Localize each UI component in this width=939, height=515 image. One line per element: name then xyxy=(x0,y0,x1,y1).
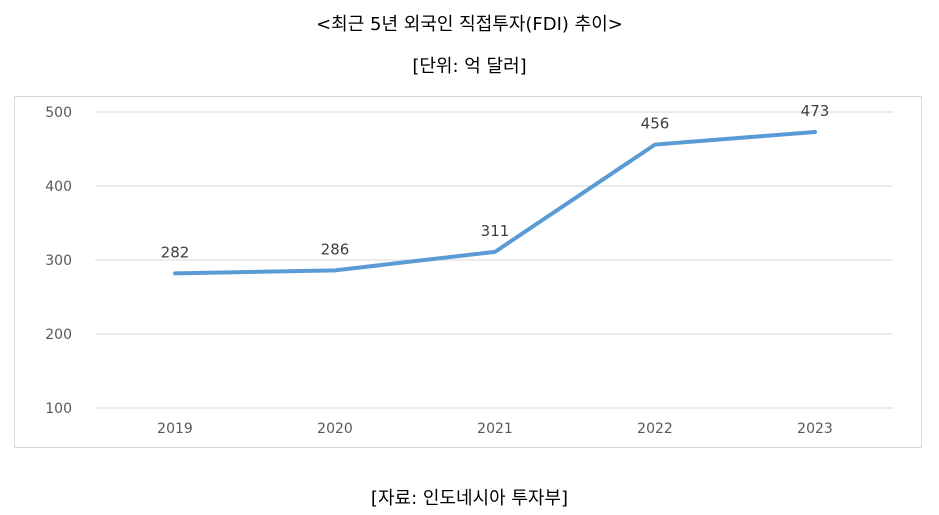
series xyxy=(173,129,817,276)
data-label: 282 xyxy=(161,243,190,261)
line-chart: 500 400 300 200 100 2019 2020 2021 2022 2023 282… xyxy=(45,102,893,437)
y-tick-label: 300 xyxy=(45,253,72,269)
y-tick-label: 400 xyxy=(45,179,72,195)
x-tick-label: 2021 xyxy=(477,421,513,437)
x-tick-label: 2023 xyxy=(797,421,833,437)
x-axis-ticks: 2019 2020 2021 2022 2023 xyxy=(157,421,833,437)
data-label: 473 xyxy=(801,102,830,120)
chart-title: <최근 5년 외국인 직접투자(FDI) 추이> xyxy=(316,14,623,35)
unit-label: [단위: 억 달러] xyxy=(412,56,527,77)
data-labels: 282 286 311 456 473 xyxy=(161,102,830,261)
y-tick-label: 100 xyxy=(45,401,72,417)
data-label: 311 xyxy=(481,222,510,240)
y-tick-label: 200 xyxy=(45,327,72,343)
gridlines xyxy=(95,111,893,409)
y-tick-label: 500 xyxy=(45,105,72,121)
series-line xyxy=(173,129,817,276)
y-axis-ticks: 500 400 300 200 100 xyxy=(45,105,72,417)
source-note: [자료: 인도네시아 투자부] xyxy=(370,488,569,509)
data-label: 286 xyxy=(321,240,350,258)
chart-area: 500 400 300 200 100 2019 2020 2021 2022 2023 282… xyxy=(14,96,922,448)
x-tick-label: 2022 xyxy=(637,421,673,437)
x-tick-label: 2020 xyxy=(317,421,353,437)
data-label: 456 xyxy=(641,115,670,133)
x-tick-label: 2019 xyxy=(157,421,193,437)
